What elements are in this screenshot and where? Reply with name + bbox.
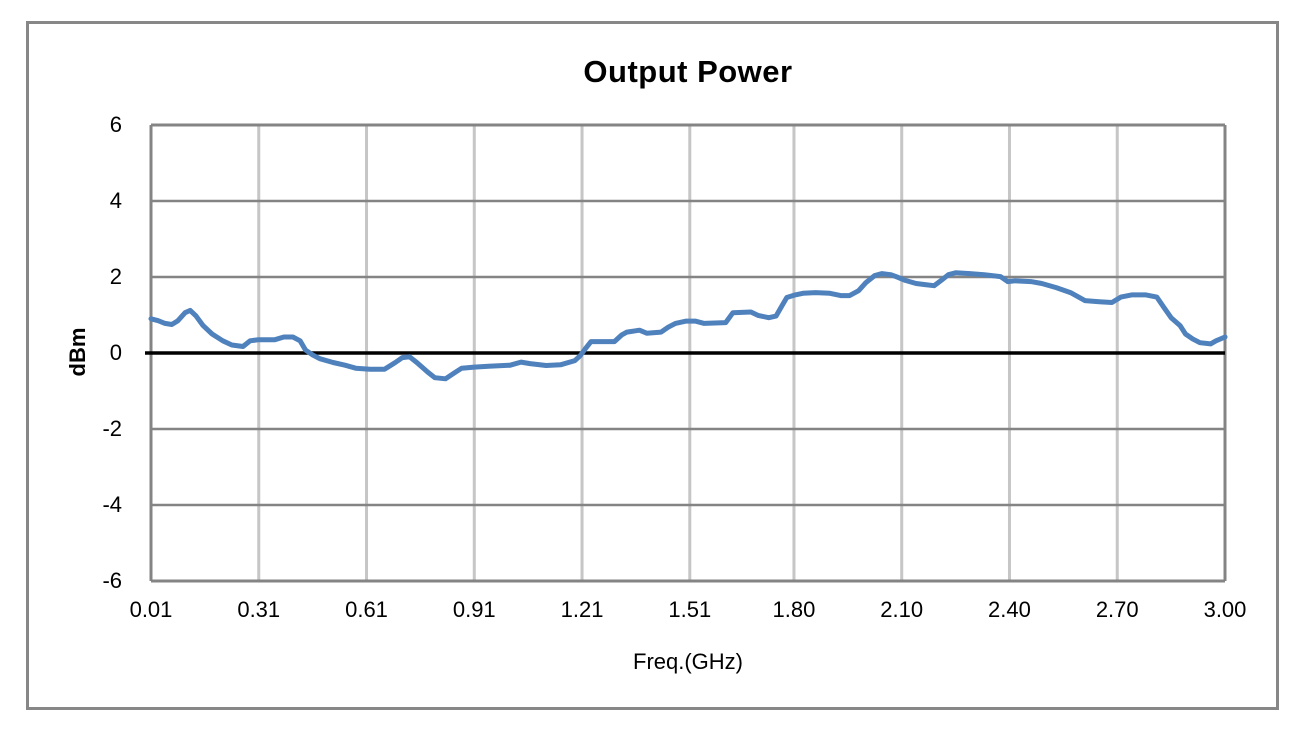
y-tick-label: 4 bbox=[109, 188, 122, 213]
x-tick-label: 0.01 bbox=[129, 597, 173, 622]
x-tick-label: 0.91 bbox=[452, 597, 496, 622]
x-axis-title: Freq.(GHz) bbox=[633, 649, 743, 674]
x-tick-label: 1.51 bbox=[668, 597, 712, 622]
series-line-output-power bbox=[148, 270, 1228, 382]
y-tick-label: -2 bbox=[102, 416, 122, 441]
x-tick-label: 2.70 bbox=[1095, 597, 1139, 622]
chart-title: Output Power bbox=[583, 54, 793, 89]
x-tick-label: 1.21 bbox=[560, 597, 604, 622]
x-tick-label: 0.31 bbox=[237, 597, 281, 622]
y-tick-label: -6 bbox=[102, 568, 122, 593]
x-tick-label: 3.00 bbox=[1203, 597, 1247, 622]
x-tick-label: 1.80 bbox=[772, 597, 816, 622]
y-tick-label: 0 bbox=[109, 340, 122, 365]
y-tick-label: -4 bbox=[102, 492, 122, 517]
y-tick-label: 6 bbox=[109, 112, 122, 137]
x-tick-label: 2.10 bbox=[880, 597, 924, 622]
x-tick-label: 2.40 bbox=[988, 597, 1031, 622]
y-tick-label: 2 bbox=[109, 264, 122, 289]
x-tick-label: 0.61 bbox=[345, 597, 388, 622]
chart-outer-border bbox=[26, 21, 1279, 710]
